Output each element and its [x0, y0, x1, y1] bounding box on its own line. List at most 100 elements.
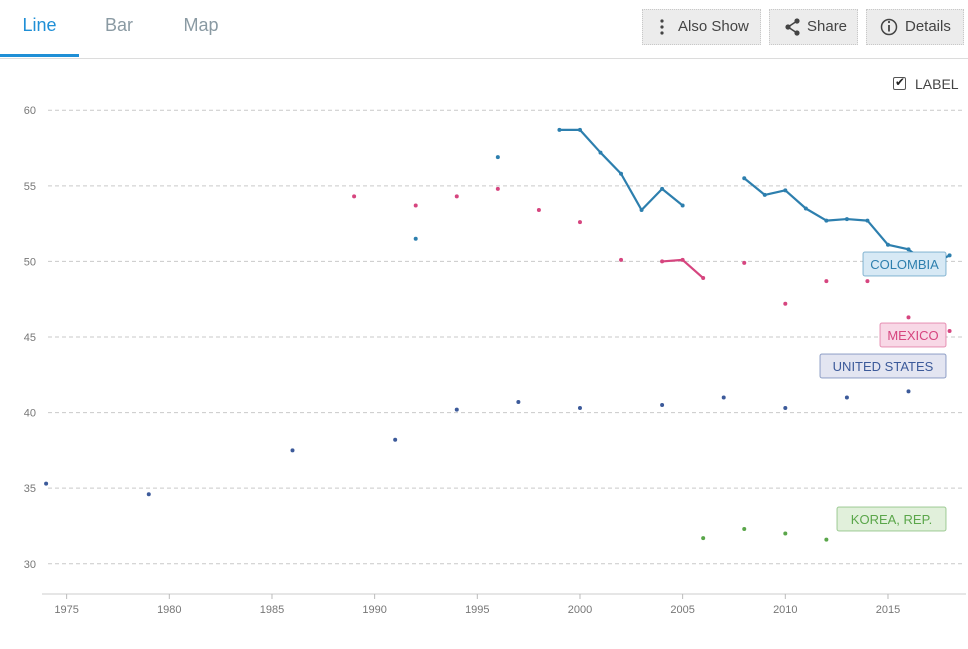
- data-point: [495, 155, 500, 160]
- data-point: [146, 492, 151, 497]
- data-point: [783, 406, 788, 411]
- data-point: [619, 257, 624, 262]
- series-label: MEXICO: [879, 322, 947, 348]
- data-point: [680, 257, 685, 262]
- label-checkbox[interactable]: ✔: [893, 75, 906, 90]
- data-point: [352, 194, 357, 199]
- data-point: [885, 242, 890, 247]
- series-label-text: UNITED STATES: [833, 359, 934, 374]
- details-button[interactable]: Details: [866, 9, 964, 45]
- data-point: [639, 208, 644, 213]
- data-point: [454, 194, 459, 199]
- series-mexico: [352, 186, 952, 333]
- tab-bar[interactable]: Bar: [104, 15, 133, 35]
- data-point: [290, 448, 295, 453]
- tab-line[interactable]: Line: [0, 0, 79, 57]
- data-point: [947, 328, 952, 333]
- data-point: [742, 526, 747, 531]
- data-point: [495, 186, 500, 191]
- x-tick-label: 1995: [465, 604, 489, 616]
- data-point: [701, 536, 706, 541]
- data-point: [721, 395, 726, 400]
- y-tick-label: 35: [24, 483, 36, 495]
- series-line: [662, 258, 704, 279]
- data-point: [701, 276, 706, 281]
- data-point: [824, 279, 829, 284]
- data-point: [577, 220, 582, 225]
- y-tick-label: 60: [24, 105, 36, 117]
- data-point: [844, 217, 849, 222]
- series-united-states: [44, 389, 911, 497]
- series-label-box: [819, 353, 947, 379]
- data-point: [742, 176, 747, 181]
- x-tick-label: 1985: [260, 604, 284, 616]
- data-point: [824, 537, 829, 542]
- data-point: [762, 192, 767, 197]
- series-label-box: [862, 251, 947, 277]
- data-point: [393, 437, 398, 442]
- data-point: [742, 260, 747, 265]
- y-tick-label: 30: [24, 559, 36, 571]
- data-point: [783, 531, 788, 536]
- x-tick-label: 2010: [773, 604, 797, 616]
- y-tick-label: 45: [24, 332, 36, 344]
- x-tick-label: 1990: [362, 604, 386, 616]
- share-button[interactable]: Share: [769, 9, 858, 45]
- x-tick-label: 2015: [876, 604, 900, 616]
- tab-map[interactable]: Map: [183, 15, 219, 35]
- data-point: [906, 247, 911, 252]
- data-point: [619, 171, 624, 176]
- data-point: [783, 188, 788, 193]
- data-point: [824, 218, 829, 223]
- more-vertical-icon: [659, 10, 665, 57]
- top-bar: Line Bar Map Also Show Share Details: [0, 0, 968, 59]
- data-point: [598, 150, 603, 155]
- series-korea-rep: [701, 526, 829, 542]
- series-label: COLOMBIA: [862, 251, 947, 277]
- data-point: [660, 259, 665, 264]
- data-point: [536, 208, 541, 213]
- data-point: [906, 315, 911, 320]
- details-label: Details: [905, 18, 951, 35]
- series-label-text: COLOMBIA: [870, 257, 939, 272]
- data-point: [516, 400, 521, 405]
- share-label: Share: [807, 18, 848, 35]
- x-tick-label: 1975: [54, 604, 78, 616]
- y-tick-label: 50: [24, 256, 36, 268]
- checkmark-icon: ✔: [895, 75, 906, 89]
- data-point: [557, 127, 562, 132]
- data-point: [865, 218, 870, 223]
- label-toggle-text: LABEL: [915, 76, 959, 92]
- series-label-box: [836, 506, 947, 532]
- series-label: UNITED STATES: [819, 353, 947, 379]
- data-point: [865, 279, 870, 284]
- series-label-box: [879, 322, 947, 348]
- series-label-text: KOREA, REP.: [851, 512, 932, 527]
- data-point: [413, 236, 418, 241]
- data-point: [577, 127, 582, 132]
- data-point: [783, 301, 788, 306]
- share-icon: [784, 10, 802, 57]
- series-line: [559, 128, 684, 212]
- data-point: [44, 481, 49, 486]
- series-colombia: [413, 127, 952, 268]
- data-point: [844, 395, 849, 400]
- series-label: KOREA, REP.: [836, 506, 947, 532]
- data-point: [660, 403, 665, 408]
- series-label-text: MEXICO: [887, 328, 938, 343]
- x-tick-label: 2000: [568, 604, 592, 616]
- data-point: [680, 203, 685, 208]
- data-point: [454, 407, 459, 412]
- y-tick-label: 55: [24, 181, 36, 193]
- data-point: [906, 389, 911, 394]
- y-tick-label: 40: [24, 408, 36, 420]
- data-point: [660, 186, 665, 191]
- data-point: [413, 203, 418, 208]
- also-show-button[interactable]: Also Show: [642, 9, 761, 45]
- data-point: [577, 406, 582, 411]
- info-icon: [880, 10, 898, 57]
- x-tick-label: 2005: [670, 604, 694, 616]
- data-point: [947, 253, 952, 258]
- data-point: [803, 206, 808, 211]
